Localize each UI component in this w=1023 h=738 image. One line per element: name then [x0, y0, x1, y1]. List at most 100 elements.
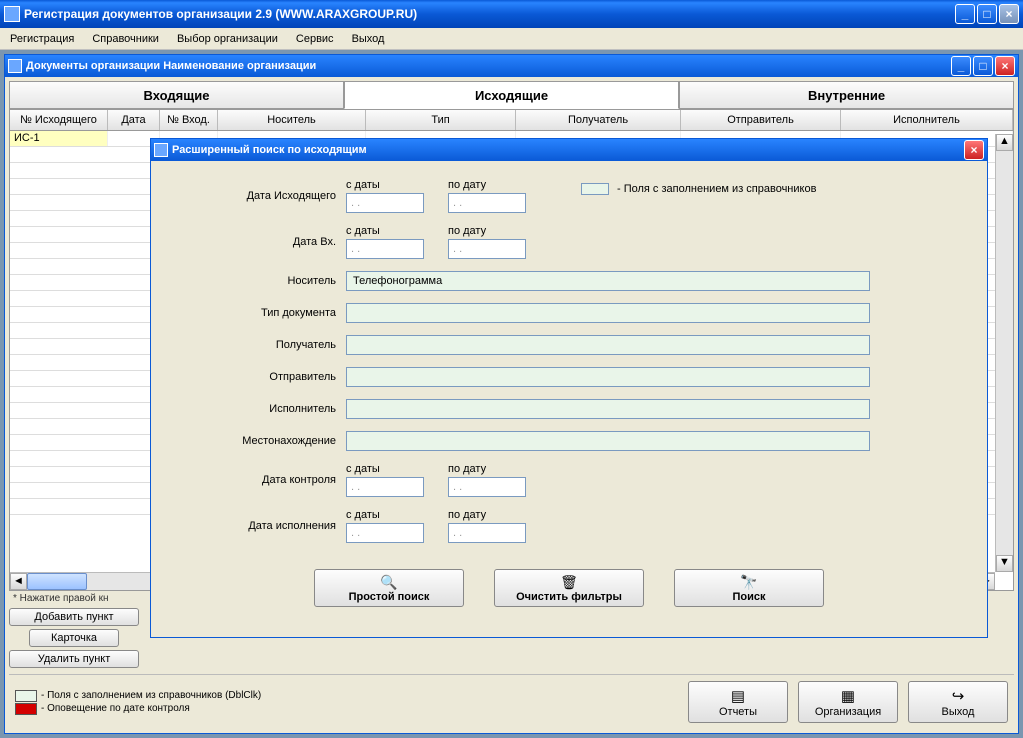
label-control-date: Дата контроля [181, 474, 346, 486]
label-recipient: Получатель [181, 339, 346, 351]
scroll-down-icon[interactable]: ▼ [996, 555, 1013, 572]
close-button[interactable]: × [999, 4, 1019, 24]
col-executor[interactable]: Исполнитель [841, 110, 1013, 130]
legend: - Поля с заполнением из справочников (Db… [15, 689, 261, 716]
search-dialog-title: Расширенный поиск по исходящим [172, 144, 964, 156]
tab-incoming[interactable]: Входящие [9, 81, 344, 109]
organization-button[interactable]: ▦ Организация [798, 681, 898, 723]
maximize-button[interactable]: □ [977, 4, 997, 24]
legend-alert-swatch [15, 703, 37, 715]
label-out-date: Дата Исходящего [181, 190, 346, 202]
out-date-from-input[interactable] [346, 193, 424, 213]
clear-filters-label: Очистить фильтры [516, 591, 622, 603]
reports-label: Отчеты [719, 706, 757, 718]
label-location: Местонахождение [181, 435, 346, 447]
simple-search-button[interactable]: 🔍 Простой поиск [314, 569, 464, 607]
search-close-button[interactable]: × [964, 140, 984, 160]
tab-internal[interactable]: Внутренние [679, 81, 1014, 109]
label-to: по дату [448, 509, 526, 521]
grid-header: № Исходящего Дата № Вход. Носитель Тип П… [10, 110, 1013, 131]
label-executor: Исполнитель [181, 403, 346, 415]
in-date-to-input[interactable] [448, 239, 526, 259]
doc-close-button[interactable]: × [995, 56, 1015, 76]
simple-search-label: Простой поиск [349, 591, 430, 603]
organization-label: Организация [815, 706, 881, 718]
row-action-buttons: Добавить пункт Карточка Удалить пункт [9, 606, 139, 670]
label-to: по дату [448, 179, 526, 191]
tab-outgoing[interactable]: Исходящие [344, 81, 679, 109]
card-button[interactable]: Карточка [29, 629, 119, 647]
in-date-from-input[interactable] [346, 239, 424, 259]
scroll-up-icon[interactable]: ▲ [996, 134, 1013, 151]
reports-button[interactable]: ▤ Отчеты [688, 681, 788, 723]
recipient-input[interactable] [346, 335, 870, 355]
menu-exit[interactable]: Выход [348, 31, 389, 47]
exec-date-from-input[interactable] [346, 523, 424, 543]
clear-filters-icon: 🗑 [560, 574, 578, 591]
control-date-to-input[interactable] [448, 477, 526, 497]
col-recipient[interactable]: Получатель [516, 110, 681, 130]
simple-search-icon: 🔍 [380, 574, 397, 591]
search-dialog-icon [154, 143, 168, 157]
executor-input[interactable] [346, 399, 870, 419]
doc-minimize-button[interactable]: _ [951, 56, 971, 76]
doc-tabs: Входящие Исходящие Внутренние [9, 81, 1014, 109]
label-to: по дату [448, 463, 526, 475]
col-out-num[interactable]: № Исходящего [10, 110, 108, 130]
exit-label: Выход [942, 706, 975, 718]
reports-icon: ▤ [731, 687, 745, 705]
exit-button[interactable]: ↪ Выход [908, 681, 1008, 723]
label-from: с даты [346, 509, 424, 521]
search-legend-label: - Поля с заполнением из справочников [617, 183, 816, 195]
col-sender[interactable]: Отправитель [681, 110, 841, 130]
search-button[interactable]: 🔭 Поиск [674, 569, 824, 607]
location-input[interactable] [346, 431, 870, 451]
label-from: с даты [346, 463, 424, 475]
control-date-from-input[interactable] [346, 477, 424, 497]
documents-title: Документы организации Наименование орган… [26, 60, 951, 72]
doctype-input[interactable] [346, 303, 870, 323]
label-from: с даты [346, 179, 424, 191]
search-titlebar: Расширенный поиск по исходящим × [151, 139, 987, 161]
binoculars-icon: 🔭 [740, 574, 757, 591]
doc-maximize-button[interactable]: □ [973, 56, 993, 76]
label-from: с даты [346, 225, 424, 237]
cell-out-num: ИС-1 [10, 131, 108, 146]
search-buttons: 🔍 Простой поиск 🗑 Очистить фильтры 🔭 Пои… [181, 569, 957, 607]
app-title: Регистрация документов организации 2.9 (… [24, 7, 955, 21]
col-date[interactable]: Дата [108, 110, 160, 130]
carrier-input[interactable] [346, 271, 870, 291]
big-buttons: ▤ Отчеты ▦ Организация ↪ Выход [688, 681, 1008, 723]
label-to: по дату [448, 225, 526, 237]
delete-row-button[interactable]: Удалить пункт [9, 650, 139, 668]
menu-select-org[interactable]: Выбор организации [173, 31, 282, 47]
documents-titlebar: Документы организации Наименование орган… [5, 55, 1018, 77]
app-icon [4, 6, 20, 22]
out-date-to-input[interactable] [448, 193, 526, 213]
clear-filters-button[interactable]: 🗑 Очистить фильтры [494, 569, 644, 607]
legend-lookup-label: - Поля с заполнением из справочников (Db… [41, 690, 261, 701]
legend-alert-label: - Оповещение по дате контроля [41, 703, 190, 714]
menu-registration[interactable]: Регистрация [6, 31, 78, 47]
scroll-thumb[interactable] [27, 573, 87, 590]
search-label: Поиск [732, 591, 765, 603]
label-doctype: Тип документа [181, 307, 346, 319]
vertical-scrollbar[interactable]: ▲ ▼ [995, 134, 1013, 572]
col-in-num[interactable]: № Вход. [160, 110, 218, 130]
sender-input[interactable] [346, 367, 870, 387]
col-type[interactable]: Тип [366, 110, 516, 130]
exec-date-to-input[interactable] [448, 523, 526, 543]
bottom-bar: - Поля с заполнением из справочников (Db… [9, 674, 1014, 729]
scroll-left-icon[interactable]: ◄ [10, 573, 27, 590]
menu-dictionaries[interactable]: Справочники [88, 31, 163, 47]
add-row-button[interactable]: Добавить пункт [9, 608, 139, 626]
search-legend-swatch [581, 183, 609, 195]
organization-icon: ▦ [841, 687, 855, 705]
label-exec-date: Дата исполнения [181, 520, 346, 532]
label-sender: Отправитель [181, 371, 346, 383]
minimize-button[interactable]: _ [955, 4, 975, 24]
legend-lookup-swatch [15, 690, 37, 702]
col-carrier[interactable]: Носитель [218, 110, 366, 130]
menu-service[interactable]: Сервис [292, 31, 338, 47]
advanced-search-dialog: Расширенный поиск по исходящим × - Поля … [150, 138, 988, 638]
